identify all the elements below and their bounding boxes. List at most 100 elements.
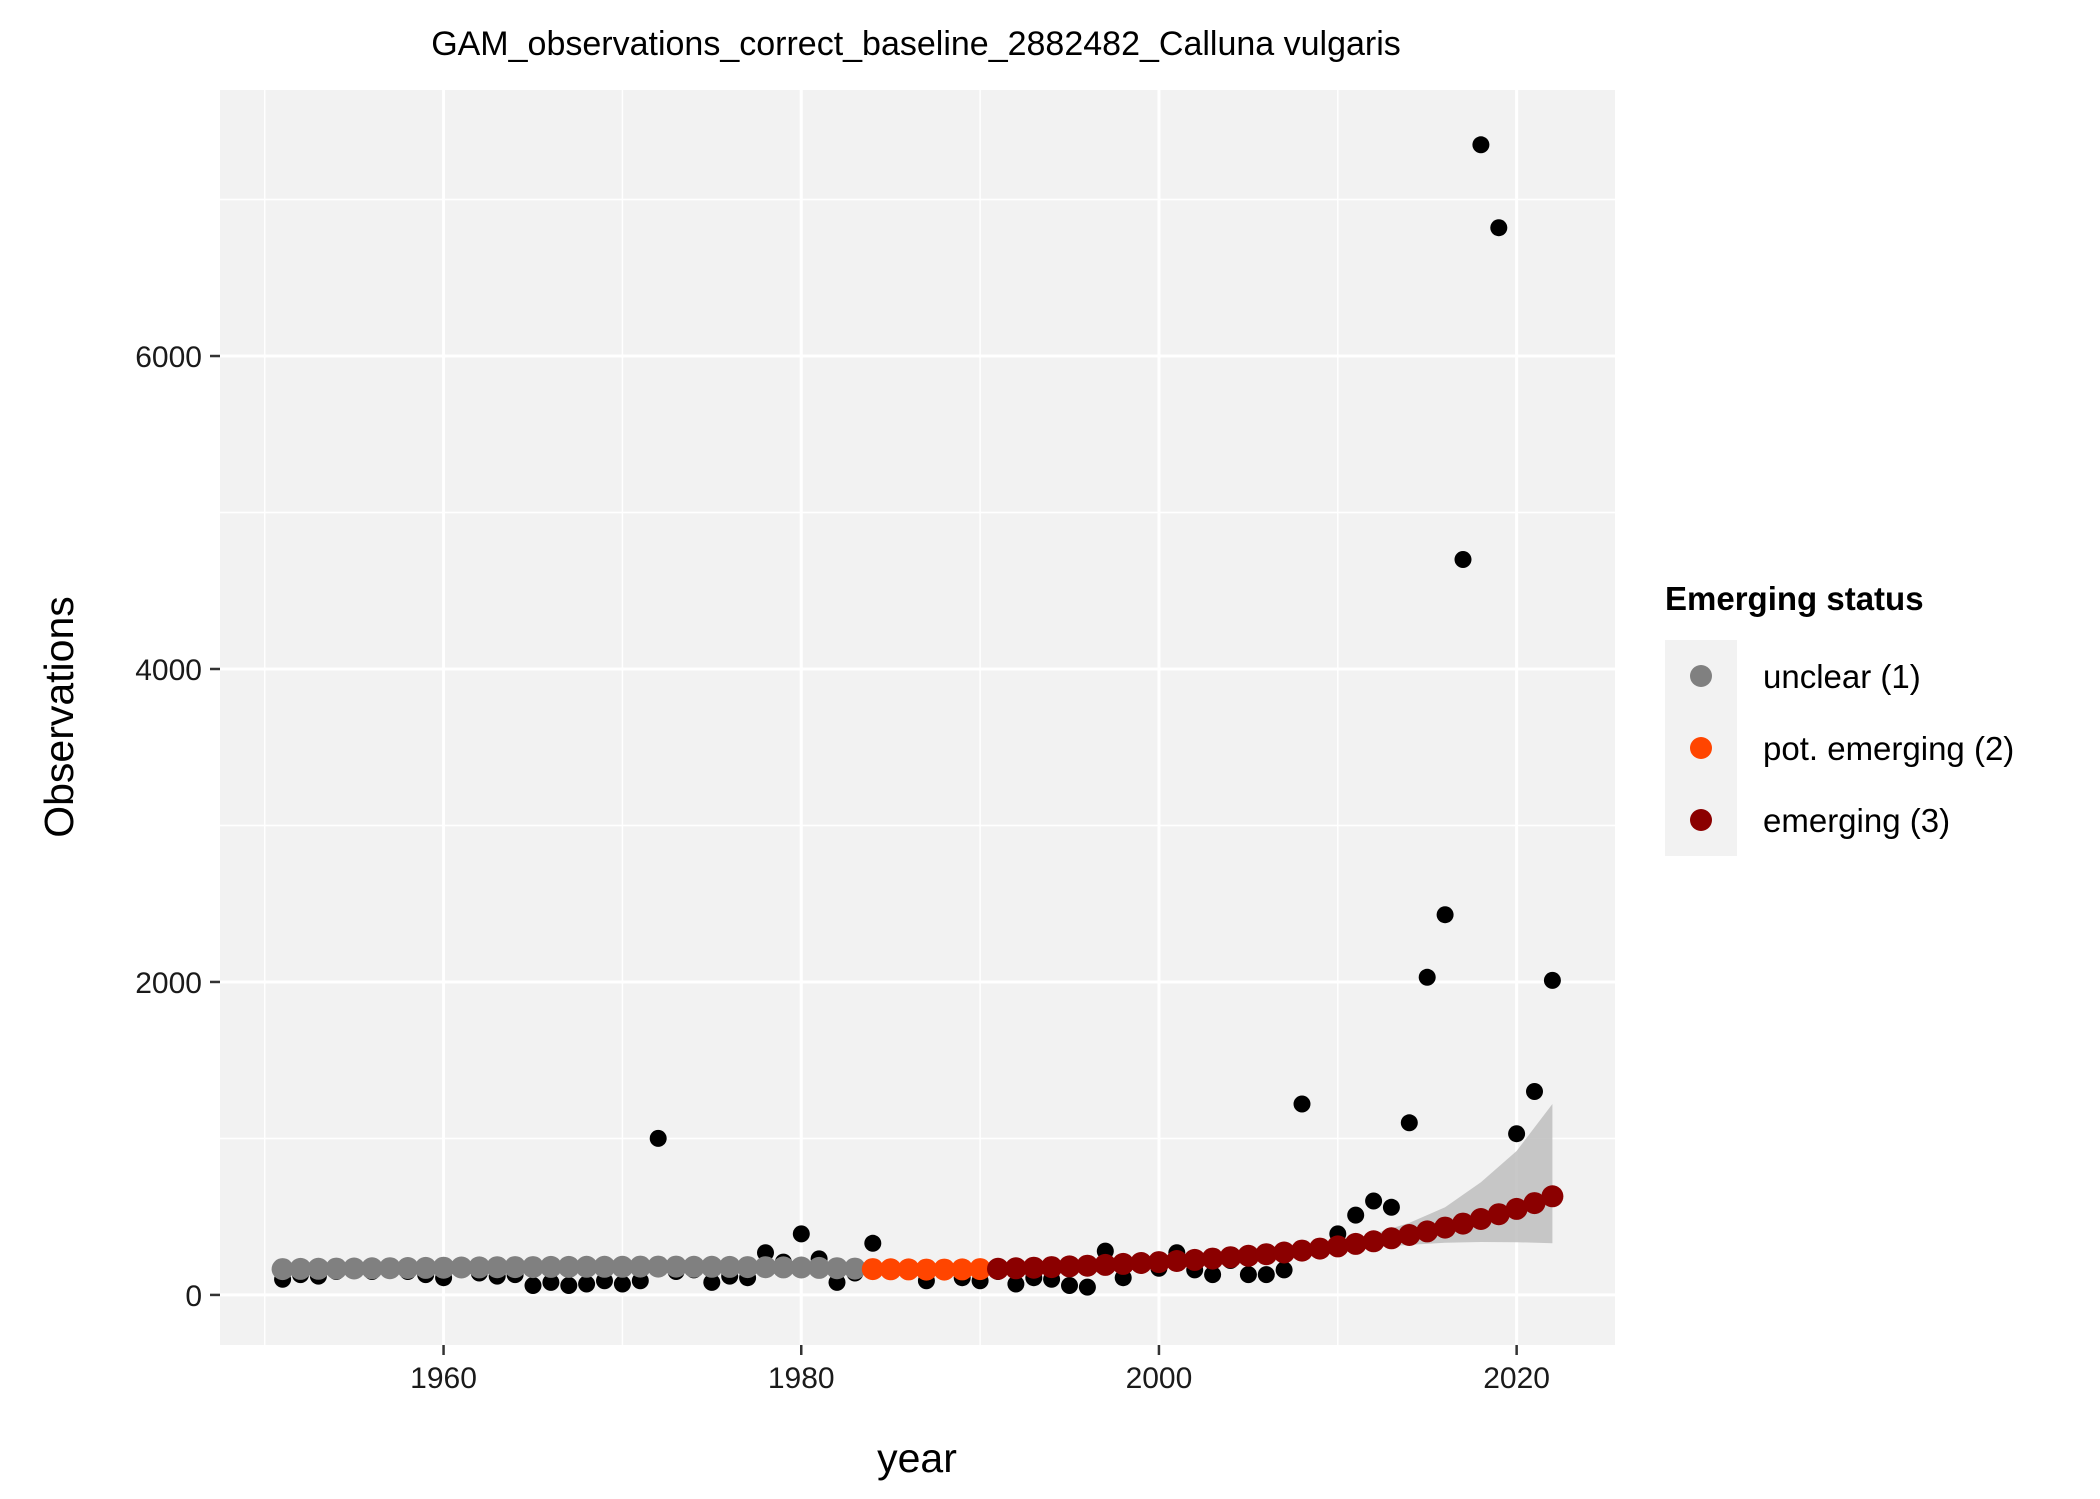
x-tick-label: 2020 xyxy=(1483,1362,1550,1395)
x-axis-title: year xyxy=(877,1435,957,1481)
observation-point xyxy=(649,1129,667,1147)
fitted-point-emerging xyxy=(1541,1185,1564,1208)
fitted-point-unclear xyxy=(808,1256,831,1279)
fitted-point-emerging xyxy=(1165,1250,1188,1272)
observation-point xyxy=(1400,1114,1418,1132)
fitted-point-unclear xyxy=(325,1257,348,1280)
y-tick-label: 4000 xyxy=(135,654,202,687)
fitted-point-emerging xyxy=(1237,1244,1260,1267)
fitted-point-emerging xyxy=(1112,1252,1135,1275)
observation-point xyxy=(1275,1261,1293,1279)
fitted-point-emerging xyxy=(1022,1256,1045,1279)
fitted-point-unclear xyxy=(396,1257,419,1279)
fitted-point-emerging xyxy=(1058,1255,1081,1278)
fitted-point-unclear xyxy=(682,1255,705,1278)
observation-point xyxy=(1454,551,1472,568)
fitted-point-emerging xyxy=(1004,1257,1027,1280)
x-tick-label: 1960 xyxy=(410,1362,477,1395)
observation-point xyxy=(542,1273,560,1291)
fitted-point-emerging xyxy=(1326,1235,1349,1258)
observation-point xyxy=(1239,1266,1257,1284)
legend-label-emerging: emerging (3) xyxy=(1763,802,1950,839)
fitted-point-pot-emerging xyxy=(951,1258,974,1281)
observation-point xyxy=(1007,1275,1025,1293)
observation-point xyxy=(792,1225,810,1243)
chart-title: GAM_observations_correct_baseline_288248… xyxy=(431,25,1401,63)
observation-point xyxy=(1347,1206,1365,1224)
observation-point xyxy=(1257,1266,1275,1284)
legend-key-emerging xyxy=(1690,809,1712,831)
y-tick-label: 2000 xyxy=(135,967,202,1000)
fitted-point-pot-emerging xyxy=(861,1258,884,1281)
fitted-point-unclear xyxy=(718,1255,741,1278)
fitted-point-emerging xyxy=(1434,1216,1457,1239)
fitted-point-unclear xyxy=(522,1256,544,1279)
fitted-point-emerging xyxy=(1469,1208,1492,1230)
observation-point xyxy=(560,1277,578,1294)
fitted-point-emerging xyxy=(1523,1192,1546,1215)
observation-point xyxy=(1078,1278,1096,1296)
observation-point xyxy=(703,1273,721,1291)
legend-key-pot-emerging xyxy=(1690,737,1712,759)
fitted-point-unclear xyxy=(271,1258,294,1281)
observation-point xyxy=(757,1244,774,1262)
fitted-point-emerging xyxy=(1219,1246,1242,1269)
fitted-point-emerging xyxy=(1487,1203,1510,1226)
fitted-point-unclear xyxy=(593,1255,616,1278)
fitted-point-unclear xyxy=(307,1257,330,1280)
grid-major xyxy=(220,90,1615,1345)
observation-point xyxy=(864,1234,882,1252)
fitted-point-emerging xyxy=(1291,1239,1313,1262)
fitted-point-pot-emerging xyxy=(879,1258,902,1281)
fitted-point-unclear xyxy=(361,1257,383,1280)
fitted-point-emerging xyxy=(1505,1197,1528,1220)
observation-point xyxy=(1418,968,1436,986)
fitted-point-emerging xyxy=(1380,1227,1403,1250)
observation-point xyxy=(524,1277,542,1294)
fitted-point-unclear xyxy=(647,1255,670,1278)
fitted-point-unclear xyxy=(450,1256,473,1279)
observation-point xyxy=(1293,1095,1311,1113)
y-tick-label: 6000 xyxy=(135,341,202,374)
fitted-point-emerging xyxy=(1040,1256,1063,1279)
fitted-point-emerging xyxy=(987,1257,1009,1280)
fitted-point-emerging xyxy=(1452,1212,1474,1235)
fitted-point-unclear xyxy=(343,1257,366,1280)
fitted-point-unclear xyxy=(575,1255,598,1278)
observation-point xyxy=(1543,971,1561,989)
fitted-point-pot-emerging xyxy=(897,1258,920,1281)
fitted-point-unclear xyxy=(611,1255,634,1278)
observation-point xyxy=(1204,1266,1222,1284)
fitted-point-unclear xyxy=(772,1256,795,1279)
observation-point xyxy=(578,1275,596,1293)
legend-key-unclear xyxy=(1690,665,1712,687)
fitted-point-unclear xyxy=(665,1255,688,1278)
fitted-point-emerging xyxy=(1255,1243,1278,1266)
observation-point xyxy=(1490,219,1508,237)
fitted-point-unclear xyxy=(843,1257,866,1280)
fitted-point-unclear xyxy=(486,1256,509,1279)
x-tick-label: 1980 xyxy=(768,1362,835,1395)
fitted-point-emerging xyxy=(1362,1230,1385,1253)
fitted-point-emerging xyxy=(1147,1251,1170,1274)
fitted-point-unclear xyxy=(289,1257,312,1280)
legend: Emerging status unclear (1) pot. emergin… xyxy=(1665,580,2014,856)
observation-point xyxy=(1436,906,1454,924)
fitted-point-pot-emerging xyxy=(933,1258,956,1281)
fitted-point-unclear xyxy=(557,1255,580,1278)
fitted-point-pot-emerging xyxy=(915,1258,938,1281)
observation-point xyxy=(1526,1083,1543,1100)
fitted-point-emerging xyxy=(1416,1220,1439,1243)
observation-point xyxy=(1365,1192,1383,1210)
observation-point xyxy=(1472,136,1490,154)
legend-label-unclear: unclear (1) xyxy=(1763,658,1921,695)
fitted-point-unclear xyxy=(468,1256,491,1279)
observation-point xyxy=(613,1275,631,1293)
fitted-point-unclear xyxy=(378,1257,401,1280)
fitted-point-unclear xyxy=(700,1255,723,1278)
fitted-point-emerging xyxy=(1130,1252,1153,1274)
observation-point xyxy=(1508,1125,1526,1143)
tick-labels: 1960 1980 2000 2020 0 2000 4000 6000 xyxy=(135,341,1550,1395)
fitted-point-unclear xyxy=(754,1256,777,1279)
